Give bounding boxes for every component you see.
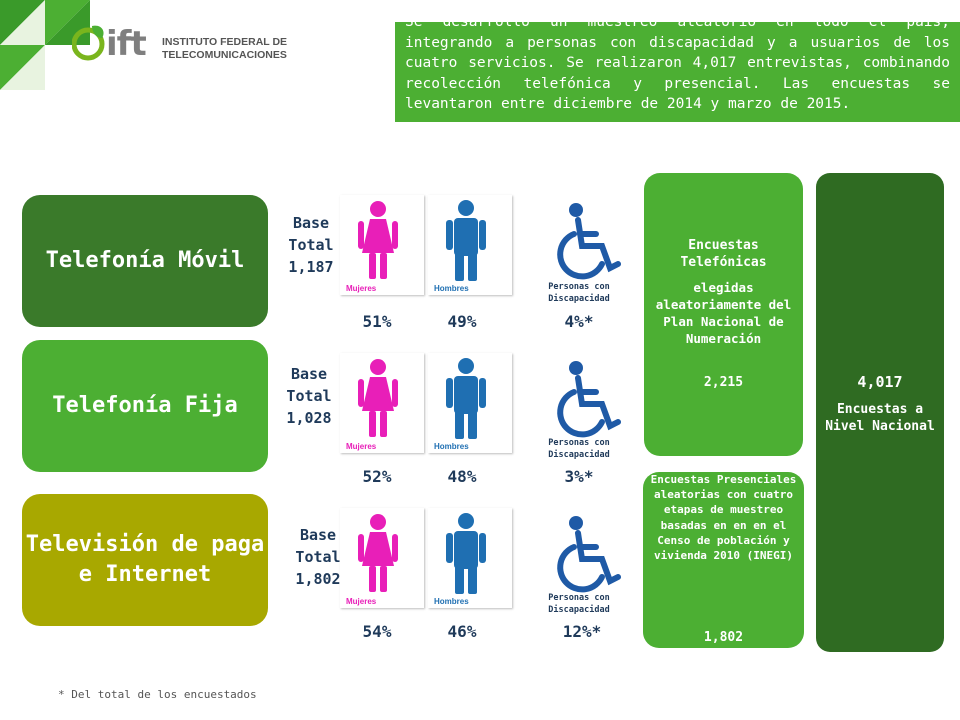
base-value: 1,802	[295, 570, 341, 588]
ift-logo: ift INSTITUTO FEDERAL DE TELECOMUNICACIO…	[72, 22, 302, 72]
corner-triangles-decoration	[0, 0, 90, 90]
national-surveys-description: Encuestas a Nivel Nacional	[825, 402, 935, 434]
disability-label-line2: Discapacidad	[548, 450, 610, 460]
men-icon-box: Hombres	[428, 508, 512, 608]
man-icon	[446, 200, 486, 281]
man-icon	[446, 513, 486, 594]
men-label: Hombres	[434, 442, 469, 451]
disability-percent: 12%*	[562, 622, 602, 641]
logo-institution-name: INSTITUTO FEDERAL DE TELECOMUNICACIONES	[162, 36, 287, 62]
wheelchair-icon	[557, 516, 621, 593]
base-total-television: Base Total 1,802	[283, 524, 353, 590]
women-percent: 54%	[362, 622, 392, 641]
man-icon	[446, 358, 486, 439]
presencial-surveys-description: Encuestas Presenciales aleatorias con cu…	[650, 473, 797, 563]
disability-percent: 3%*	[564, 467, 594, 486]
methodology-text: Se desarrolló un muestreo aleatorio en t…	[405, 22, 950, 112]
disability-percent: 4%*	[564, 312, 594, 331]
women-icon-box: Mujeres	[340, 353, 424, 453]
women-icon-box: Mujeres	[340, 508, 424, 608]
men-label: Hombres	[434, 597, 469, 606]
base-value: 1,187	[288, 258, 334, 276]
disability-label: Personas con Discapacidad	[534, 592, 624, 616]
base-label: Base	[292, 214, 330, 232]
service-label: Telefonía Fija	[52, 393, 238, 418]
total-label: Total	[295, 548, 341, 566]
men-icon-box: Hombres	[428, 353, 512, 453]
disability-label: Personas con Discapacidad	[534, 437, 624, 461]
logo-name-line1: INSTITUTO FEDERAL DE	[162, 36, 288, 48]
disability-label-line2: Discapacidad	[548, 294, 610, 304]
methodology-text-box: Se desarrolló un muestreo aleatorio en t…	[395, 22, 960, 122]
wheelchair-icon	[557, 203, 621, 280]
base-total-fija: Base Total 1,028	[274, 363, 344, 429]
woman-icon	[358, 514, 398, 592]
base-label: Base	[290, 365, 328, 383]
women-icon-box: Mujeres	[340, 195, 424, 295]
footnote: * Del total de los encuestados	[58, 688, 257, 701]
women-label: Mujeres	[346, 284, 377, 293]
total-label: Total	[286, 387, 332, 405]
men-percent: 49%	[447, 312, 477, 331]
base-label: Base	[299, 526, 337, 544]
logo-name-line2: TELECOMUNICACIONES	[162, 49, 287, 61]
presencial-surveys-count: 1,802	[703, 630, 744, 645]
phone-surveys-block: Encuestas Telefónicas elegidas aleatoria…	[644, 173, 803, 456]
service-television-internet: Televisión de paga e Internet	[22, 494, 268, 626]
women-label: Mujeres	[346, 442, 377, 451]
service-label: Telefonía Móvil	[45, 248, 245, 273]
service-label: Televisión de paga e Internet	[25, 532, 265, 587]
phone-surveys-title: Encuestas Telefónicas	[680, 238, 767, 270]
total-label: Total	[288, 236, 334, 254]
phone-surveys-count: 2,215	[703, 375, 744, 390]
men-percent: 48%	[447, 467, 477, 486]
woman-icon	[358, 201, 398, 279]
phone-surveys-description: elegidas aleatoriamente del Plan Naciona…	[655, 280, 792, 346]
disability-label-line1: Personas con	[548, 593, 610, 603]
wheelchair-icon-box	[548, 356, 624, 440]
disability-label: Personas con Discapacidad	[534, 281, 624, 305]
service-telefonia-movil: Telefonía Móvil	[22, 195, 268, 327]
woman-icon	[358, 359, 398, 437]
base-value: 1,028	[286, 409, 332, 427]
national-surveys-block: 4,017 Encuestas a Nivel Nacional	[816, 173, 944, 652]
logo-wordmark: ift	[106, 24, 147, 64]
disability-label-line2: Discapacidad	[548, 605, 610, 615]
wheelchair-icon	[557, 361, 621, 438]
men-label: Hombres	[434, 284, 469, 293]
base-total-movil: Base Total 1,187	[276, 212, 346, 278]
men-icon-box: Hombres	[428, 195, 512, 295]
national-surveys-count: 4,017	[857, 373, 903, 391]
women-label: Mujeres	[346, 597, 377, 606]
women-percent: 51%	[362, 312, 392, 331]
women-percent: 52%	[362, 467, 392, 486]
service-telefonia-fija: Telefonía Fija	[22, 340, 268, 472]
wheelchair-icon-box	[548, 198, 624, 282]
disability-label-line1: Personas con	[548, 282, 610, 292]
men-percent: 46%	[447, 622, 477, 641]
disability-label-line1: Personas con	[548, 438, 610, 448]
ift-leaf-icon	[72, 25, 105, 61]
presencial-surveys-block: Encuestas Presenciales aleatorias con cu…	[643, 472, 804, 648]
wheelchair-icon-box	[548, 511, 624, 595]
